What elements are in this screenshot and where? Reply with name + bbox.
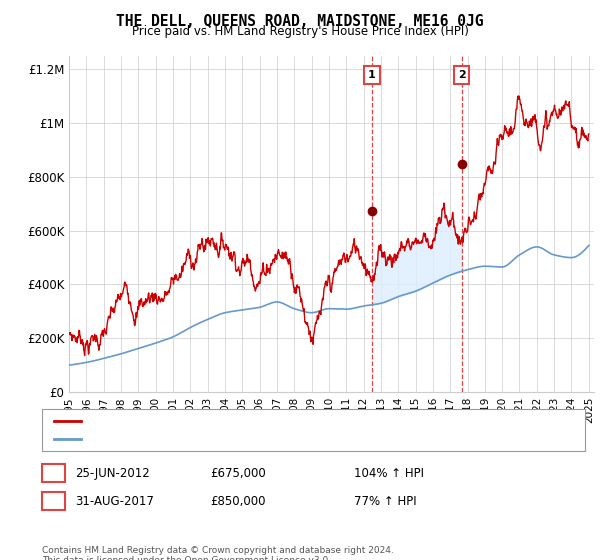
Text: 104% ↑ HPI: 104% ↑ HPI	[354, 466, 424, 480]
Text: Contains HM Land Registry data © Crown copyright and database right 2024.
This d: Contains HM Land Registry data © Crown c…	[42, 546, 394, 560]
Text: THE DELL, QUEENS ROAD, MAIDSTONE, ME16 0JG: THE DELL, QUEENS ROAD, MAIDSTONE, ME16 0…	[116, 14, 484, 29]
Text: 2: 2	[458, 70, 466, 80]
Text: Price paid vs. HM Land Registry's House Price Index (HPI): Price paid vs. HM Land Registry's House …	[131, 25, 469, 38]
Text: 31-AUG-2017: 31-AUG-2017	[75, 494, 154, 508]
Text: HPI: Average price, detached house, Maidstone: HPI: Average price, detached house, Maid…	[87, 434, 334, 444]
Text: £675,000: £675,000	[210, 466, 266, 480]
Text: 25-JUN-2012: 25-JUN-2012	[75, 466, 150, 480]
Text: 1: 1	[368, 70, 376, 80]
Text: 1: 1	[49, 466, 58, 480]
Text: THE DELL, QUEENS ROAD, MAIDSTONE, ME16 0JG (detached house): THE DELL, QUEENS ROAD, MAIDSTONE, ME16 0…	[87, 416, 440, 426]
Text: 77% ↑ HPI: 77% ↑ HPI	[354, 494, 416, 508]
Text: 2: 2	[49, 494, 58, 508]
Text: £850,000: £850,000	[210, 494, 265, 508]
